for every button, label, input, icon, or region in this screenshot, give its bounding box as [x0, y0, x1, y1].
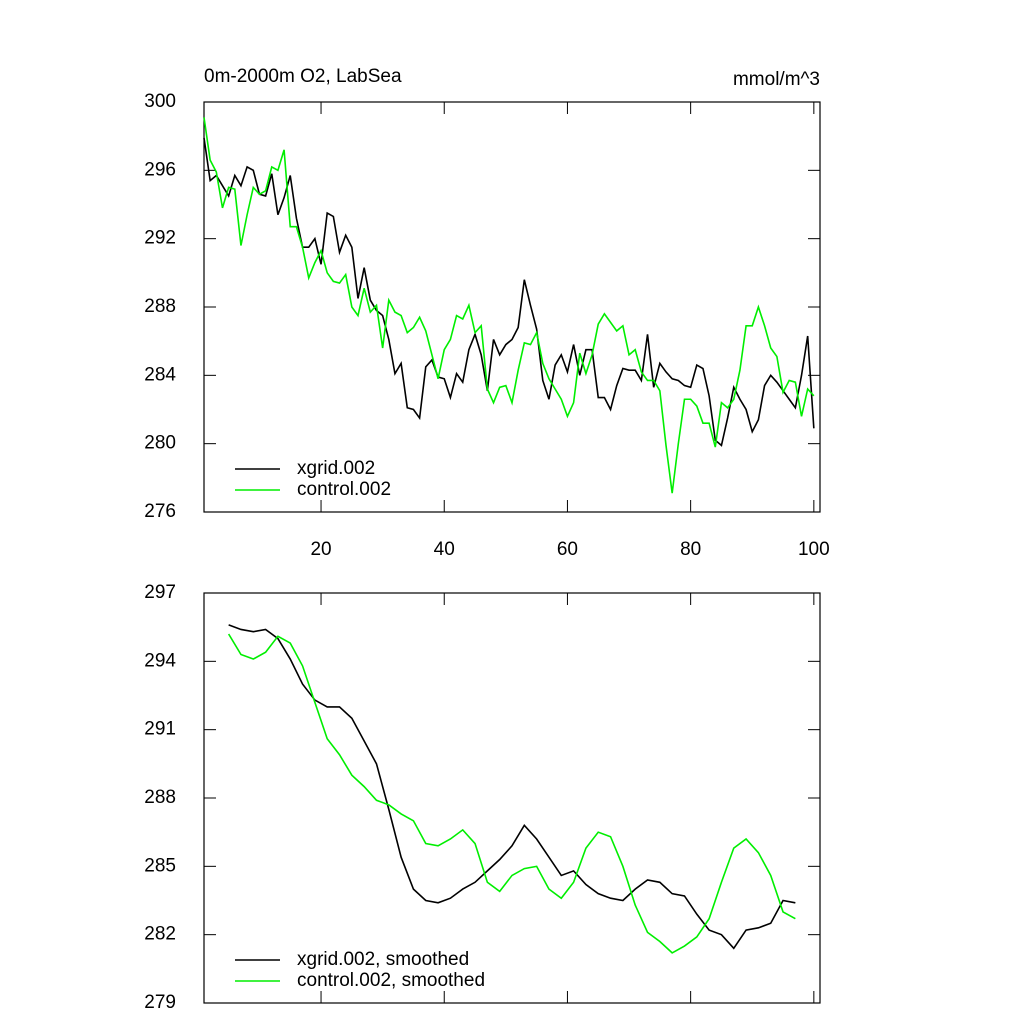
plot-frame — [203, 101, 821, 513]
y-tick-label: 296 — [144, 159, 176, 180]
y-tick-label: 291 — [144, 719, 176, 740]
legend-label: control.002 — [297, 479, 391, 500]
y-tick-label: 276 — [144, 501, 176, 522]
x-tick-label: 20 — [310, 539, 331, 560]
y-tick-label: 285 — [144, 855, 176, 876]
data-line — [203, 117, 815, 494]
y-tick-label: 282 — [144, 924, 176, 945]
data-line — [227, 633, 796, 954]
legend-label: xgrid.002, smoothed — [297, 949, 469, 970]
data-line — [203, 137, 815, 447]
legend-label: control.002, smoothed — [297, 970, 485, 991]
y-tick-label: 288 — [144, 296, 176, 317]
y-tick-label: 280 — [144, 433, 176, 454]
y-tick-label: 284 — [144, 364, 176, 385]
y-tick-label: 297 — [144, 582, 176, 603]
y-tick-label: 292 — [144, 228, 176, 249]
x-tick-label: 60 — [557, 539, 578, 560]
x-tick-label: 40 — [434, 539, 455, 560]
chart-title: 0m-2000m O2, LabSea — [204, 66, 402, 87]
y-tick-label: 279 — [144, 992, 176, 1013]
legend-label: xgrid.002 — [297, 458, 375, 479]
x-tick-label: 100 — [798, 539, 830, 560]
data-line — [228, 624, 796, 950]
x-tick-label: 80 — [680, 539, 701, 560]
y-tick-label: 288 — [144, 787, 176, 808]
units-label: mmol/m^3 — [733, 69, 820, 90]
y-tick-label: 294 — [144, 650, 176, 671]
y-tick-label: 300 — [144, 91, 176, 112]
